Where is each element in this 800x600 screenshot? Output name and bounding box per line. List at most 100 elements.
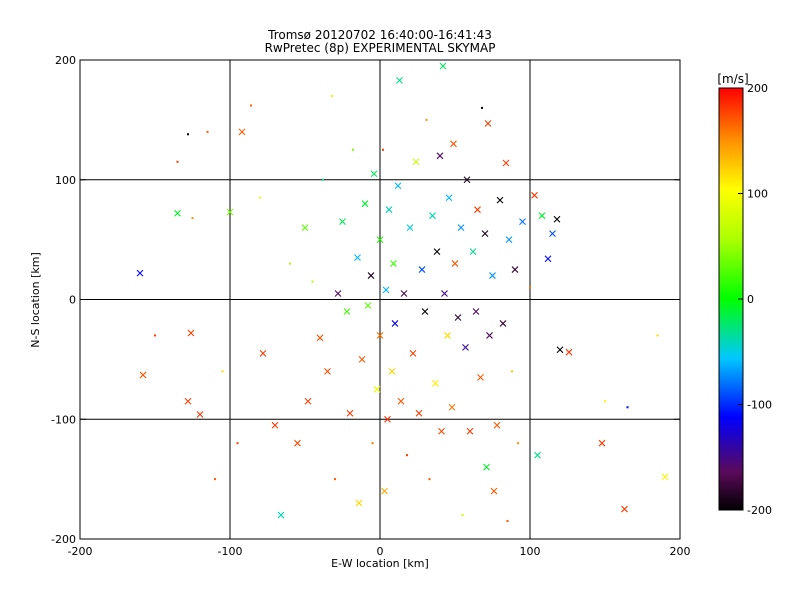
data-point-dot: [250, 104, 252, 107]
data-point-cross: [553, 215, 561, 223]
data-point-cross: [489, 272, 496, 279]
data-point-cross: [391, 320, 399, 327]
data-point-cross: [174, 209, 181, 217]
axis-ticks: -200 -100 0 100 200 -200 -100 0 100 200: [51, 54, 690, 558]
x-tick-label: -200: [68, 545, 93, 558]
data-point-cross: [439, 62, 447, 70]
data-point-cross: [355, 499, 363, 507]
chart-title: Tromsø 20120702 16:40:00-16:41:43: [267, 28, 492, 42]
data-point-dot: [428, 478, 431, 481]
data-point-dot: [382, 148, 384, 151]
data-point-dot: [481, 106, 483, 109]
data-point-cross: [472, 308, 480, 315]
data-point-cross: [549, 230, 556, 238]
data-point-cross: [433, 248, 441, 255]
colorbar-tick-label: 100: [747, 188, 768, 201]
data-point-dot: [406, 454, 408, 457]
data-point-cross: [358, 355, 366, 363]
data-point-cross: [463, 176, 471, 184]
data-point-dot: [656, 334, 659, 337]
data-point-dot: [334, 478, 336, 481]
data-point-cross: [390, 260, 397, 267]
data-point-cross: [370, 170, 378, 178]
x-tick-label: 200: [670, 545, 691, 558]
data-point-cross: [598, 439, 606, 447]
data-point-cross: [294, 439, 301, 447]
data-point-cross: [364, 302, 372, 309]
data-point-cross: [457, 224, 465, 232]
data-point-cross: [373, 385, 381, 393]
data-point-cross: [196, 411, 204, 418]
data-point-dot: [176, 160, 179, 163]
data-points: [136, 62, 669, 523]
data-point-cross: [184, 397, 192, 405]
data-point-cross: [483, 463, 490, 471]
data-point-cross: [346, 409, 354, 417]
data-point-dot: [506, 520, 509, 523]
data-point-cross: [556, 346, 564, 354]
data-point-cross: [511, 266, 519, 273]
data-point-dot: [214, 478, 216, 481]
data-point-cross: [226, 208, 234, 216]
colorbar-tick-label: -100: [747, 399, 772, 412]
data-point-dot: [206, 130, 209, 133]
data-point-cross: [519, 218, 526, 226]
data-point-cross: [381, 487, 388, 495]
data-point-cross: [412, 158, 420, 166]
data-point-cross: [384, 415, 391, 423]
y-tick-label: 200: [55, 54, 76, 67]
data-point-cross: [343, 308, 351, 315]
data-point-cross: [438, 427, 445, 435]
colorbar-tick-label: -200: [747, 504, 772, 517]
data-point-cross: [187, 329, 195, 337]
data-point-dot: [187, 133, 189, 136]
data-point-cross: [502, 159, 510, 167]
data-point-cross: [238, 128, 246, 136]
data-point-cross: [382, 286, 390, 294]
data-point-cross: [477, 373, 484, 381]
data-point-cross: [481, 230, 489, 238]
data-point-cross: [454, 314, 462, 321]
data-point-cross: [376, 236, 384, 244]
data-point-cross: [531, 191, 538, 199]
colorbar-unit-label: [m/s]: [717, 72, 748, 86]
data-point-dot: [371, 442, 374, 445]
data-point-dot: [517, 442, 519, 445]
data-point-cross: [397, 397, 405, 405]
data-point-cross: [505, 236, 513, 244]
data-point-cross: [421, 308, 429, 315]
data-point-cross: [334, 290, 342, 297]
data-point-cross: [400, 290, 408, 297]
data-point-cross: [316, 334, 324, 342]
data-point-dot: [221, 370, 224, 373]
data-point-cross: [448, 403, 456, 411]
x-tick-label: 0: [377, 545, 384, 558]
x-tick-label: 100: [520, 545, 541, 558]
data-point-dot: [425, 118, 428, 121]
data-point-cross: [436, 152, 444, 160]
x-axis-label: E-W location [km]: [331, 557, 429, 570]
data-point-dot: [289, 262, 291, 265]
data-point-cross: [469, 248, 477, 255]
data-point-cross: [462, 344, 469, 351]
data-point-cross: [271, 421, 279, 429]
data-point-dot: [259, 196, 261, 199]
data-point-dot: [352, 148, 354, 151]
data-point-cross: [394, 182, 402, 190]
data-point-cross: [661, 473, 669, 481]
data-point-cross: [621, 505, 628, 513]
data-point-dot: [331, 94, 333, 97]
data-point-cross: [139, 371, 147, 379]
data-point-cross: [544, 255, 552, 263]
y-tick-label: -200: [51, 533, 76, 546]
data-point-cross: [339, 218, 346, 226]
data-point-cross: [444, 332, 451, 339]
y-tick-label: 100: [55, 174, 76, 187]
data-point-cross: [445, 194, 453, 202]
data-point-cross: [538, 212, 546, 220]
data-point-dot: [511, 370, 513, 373]
data-point-cross: [406, 224, 414, 232]
data-point-dot: [322, 178, 324, 181]
data-point-cross: [450, 140, 457, 148]
